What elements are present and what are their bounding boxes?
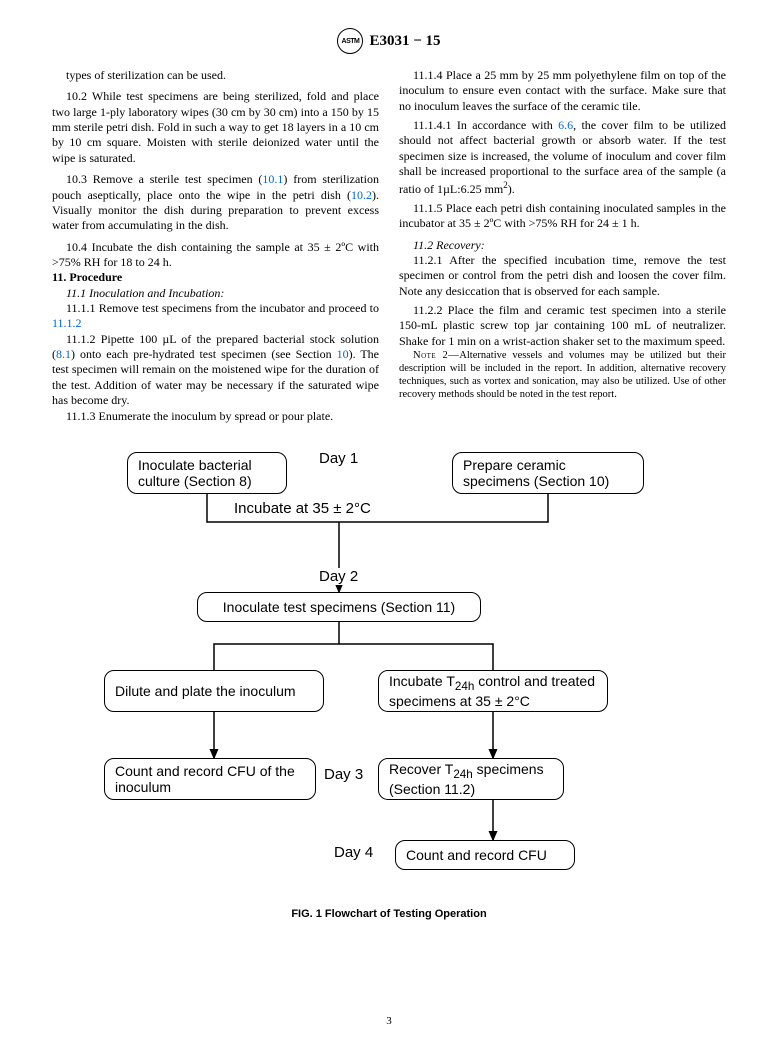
text: Recover T [389, 761, 453, 777]
figure-caption: FIG. 1 Flowchart of Testing Operation [52, 908, 726, 920]
note-label: Note 2— [413, 350, 459, 361]
incubate-label: Incubate at 35 ± 2°C [232, 500, 373, 517]
ref-10: 10 [337, 347, 349, 361]
text: Incubate T [389, 673, 455, 689]
day-3-label: Day 3 [322, 766, 365, 783]
sub-11-2: 11.2 Recovery: [399, 238, 726, 253]
ref-10-1: 10.1 [262, 172, 283, 186]
day-1-label: Day 1 [317, 450, 360, 467]
flow-box-inoculate-culture: Inoculate bacterial culture (Section 8) [127, 452, 287, 494]
ref-6-6: 6.6 [558, 118, 573, 132]
para-11-1-3: 11.1.3 Enumerate the inoculum by spread … [52, 409, 379, 424]
para-10-3: 10.3 Remove a sterile test specimen (10.… [52, 172, 379, 233]
para-11-2-1: 11.2.1 After the specified incubation ti… [399, 253, 726, 299]
para-10-2: 10.2 While test specimens are being ster… [52, 89, 379, 166]
flow-box-inoculate-test: Inoculate test specimens (Section 11) [197, 592, 481, 622]
ref-11-1-2: 11.1.2 [52, 316, 82, 330]
para-11-1-4-1: 11.1.4.1 In accordance with 6.6, the cov… [399, 118, 726, 197]
text: ) onto each pre-hydrated test specimen (… [71, 347, 337, 361]
text: 11.1.4.1 In accordance with [413, 118, 558, 132]
ref-10-2: 10.2 [351, 188, 372, 202]
body-text: types of sterilization can be used. 10.2… [52, 68, 726, 424]
para-11-1-4: 11.1.4 Place a 25 mm by 25 mm polyethyle… [399, 68, 726, 114]
text: ). [508, 182, 515, 196]
note-2: Note 2—Alternative vessels and volumes m… [399, 349, 726, 402]
flow-box-prepare-specimens: Prepare ceramic specimens (Section 10) [452, 452, 644, 494]
sub-24h: 24h [453, 768, 472, 781]
text: 11.1.1 Remove test specimens from the in… [66, 301, 379, 315]
para-11-1-1: 11.1.1 Remove test specimens from the in… [52, 301, 379, 332]
para-cont: types of sterilization can be used. [52, 68, 379, 83]
flow-box-count-inoculum: Count and record CFU of the inoculum [104, 758, 316, 800]
para-10-4: 10.4 Incubate the dish containing the sa… [52, 240, 379, 271]
flow-box-recover-t24: Recover T24h specimens (Section 11.2) [378, 758, 564, 800]
para-11-2-2: 11.2.2 Place the film and ceramic test s… [399, 303, 726, 349]
sub-11-1: 11.1 Inoculation and Incubation: [52, 286, 379, 301]
designation: E3031 − 15 [369, 33, 440, 50]
para-11-1-2: 11.1.2 Pipette 100 µL of the prepared ba… [52, 332, 379, 409]
page-header: ASTM E3031 − 15 [52, 28, 726, 54]
section-11-head: 11. Procedure [52, 270, 379, 285]
ref-8-1: 8.1 [56, 347, 71, 361]
page-number: 3 [0, 1015, 778, 1027]
flow-box-incubate-t24: Incubate T24h control and treated specim… [378, 670, 608, 712]
para-11-1-5: 11.1.5 Place each petri dish containing … [399, 201, 726, 232]
figure-1-flowchart: Day 1 Incubate at 35 ± 2°C Day 2 Day 3 D… [52, 442, 726, 902]
day-2-label: Day 2 [317, 568, 360, 585]
astm-logo: ASTM [337, 28, 363, 54]
sub-24h: 24h [455, 680, 474, 693]
day-4-label: Day 4 [332, 844, 375, 861]
flow-box-count-cfu: Count and record CFU [395, 840, 575, 870]
text: 10.3 Remove a sterile test specimen ( [66, 172, 262, 186]
flow-box-dilute-plate: Dilute and plate the inoculum [104, 670, 324, 712]
